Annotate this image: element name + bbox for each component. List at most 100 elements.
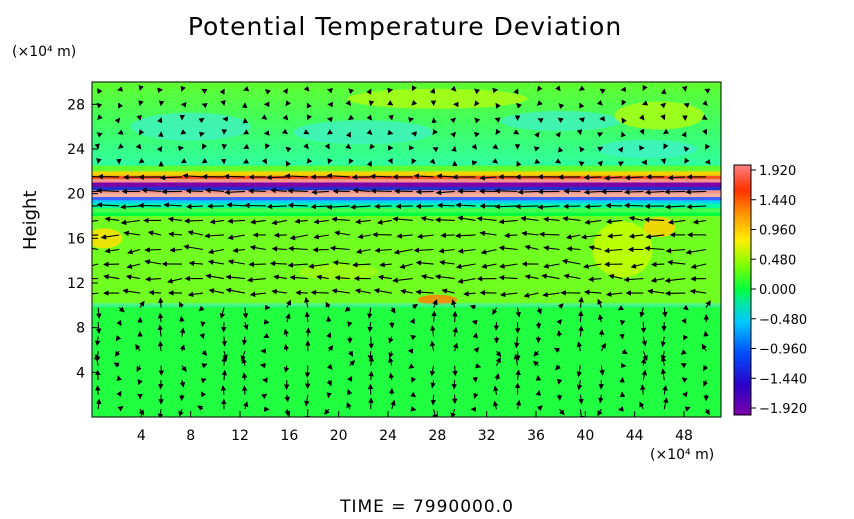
wind-vector	[393, 248, 413, 255]
wind-vector	[431, 310, 437, 323]
wind-vector	[430, 394, 437, 406]
wind-vector	[329, 245, 350, 252]
wind-vector	[304, 394, 310, 407]
wind-vector	[598, 313, 604, 323]
wind-vector	[452, 342, 459, 352]
wind-vector	[580, 234, 602, 240]
wind-vector	[376, 219, 392, 225]
wind-vector	[135, 343, 141, 352]
wind-vector	[628, 233, 644, 239]
wind-vector	[599, 365, 605, 376]
wind-vector	[326, 332, 332, 339]
wind-vector	[346, 401, 352, 410]
wind-vector	[660, 336, 666, 348]
wind-vector	[345, 99, 352, 106]
wind-vector	[116, 319, 122, 326]
wind-vector	[553, 347, 561, 353]
wind-vector	[434, 274, 455, 280]
wind-vector	[366, 114, 373, 121]
wind-vector	[474, 100, 480, 107]
wind-vector	[208, 288, 225, 294]
wind-vector	[492, 400, 499, 410]
wind-vector	[167, 277, 183, 284]
wind-vector	[207, 259, 225, 265]
wind-vector	[429, 158, 436, 165]
x-tick-label: 40	[576, 428, 594, 444]
wind-vector	[685, 248, 707, 255]
wind-vector	[624, 174, 644, 181]
wind-vector	[348, 114, 355, 121]
wind-vector	[157, 340, 164, 352]
wind-vector	[471, 143, 477, 150]
field-cyan-pocket	[500, 111, 621, 132]
wind-vector	[94, 336, 101, 347]
wind-vector	[685, 189, 707, 195]
wind-vector	[479, 230, 497, 237]
wind-vector	[481, 263, 497, 269]
wind-vector	[122, 288, 141, 294]
wind-vector	[408, 363, 415, 369]
wind-vector	[242, 158, 250, 164]
wind-vector	[690, 263, 707, 270]
wind-vector	[357, 233, 371, 240]
colorbar	[733, 164, 752, 416]
wind-vector	[324, 408, 330, 415]
wind-vector	[185, 188, 204, 194]
wind-vector	[494, 203, 518, 210]
wind-vector	[617, 406, 624, 412]
wind-vector	[452, 310, 458, 323]
wind-vector	[159, 174, 183, 181]
wind-vector	[392, 277, 413, 284]
wind-vector	[647, 288, 665, 295]
x-tick-label: 12	[231, 428, 249, 444]
wind-vector	[283, 365, 290, 373]
wind-vector	[450, 409, 456, 417]
wind-vector	[515, 203, 539, 210]
wind-vector	[144, 247, 162, 253]
wind-vector	[355, 218, 371, 225]
wind-vector	[157, 312, 164, 323]
wind-vector	[623, 276, 644, 283]
x-tick-label: 48	[675, 428, 693, 444]
wind-vector	[221, 369, 228, 381]
wind-vector	[96, 202, 120, 208]
wind-vector	[469, 304, 476, 310]
y-tick-label: 12	[67, 276, 85, 292]
wind-vector	[474, 88, 481, 95]
wind-vector	[303, 85, 310, 92]
wind-vector	[683, 334, 689, 341]
wind-vector	[640, 384, 646, 395]
field-cyan-pocket	[597, 140, 697, 158]
field-warm-patch	[643, 217, 676, 238]
wind-vector	[438, 248, 455, 254]
wind-vector	[96, 307, 102, 320]
wind-vector	[457, 277, 476, 284]
wind-vector	[377, 274, 392, 281]
wind-vector	[369, 173, 392, 180]
field-band-stripe	[92, 171, 721, 176]
wind-vector	[349, 360, 356, 367]
wind-vector	[205, 187, 225, 194]
wind-vector	[436, 173, 455, 179]
wind-vector	[684, 406, 691, 412]
wind-vector	[435, 189, 455, 196]
wind-vector	[584, 203, 602, 210]
wind-vector	[243, 401, 249, 410]
wind-vector	[178, 408, 184, 417]
wind-vector	[515, 307, 522, 318]
wind-vector	[396, 233, 413, 239]
wind-vector	[294, 218, 308, 224]
wind-vector	[344, 306, 351, 312]
wind-vector	[92, 263, 99, 267]
wind-vector	[600, 342, 606, 352]
wind-vector	[304, 311, 311, 323]
field-band-stripe	[92, 193, 721, 198]
wind-vector	[410, 391, 417, 398]
wind-vector	[702, 379, 709, 387]
wind-vector	[179, 380, 186, 388]
wind-vector	[350, 204, 371, 210]
wind-vector	[517, 189, 539, 195]
wind-vector	[578, 409, 584, 417]
wind-vector	[475, 363, 482, 369]
wind-vector	[145, 276, 162, 282]
